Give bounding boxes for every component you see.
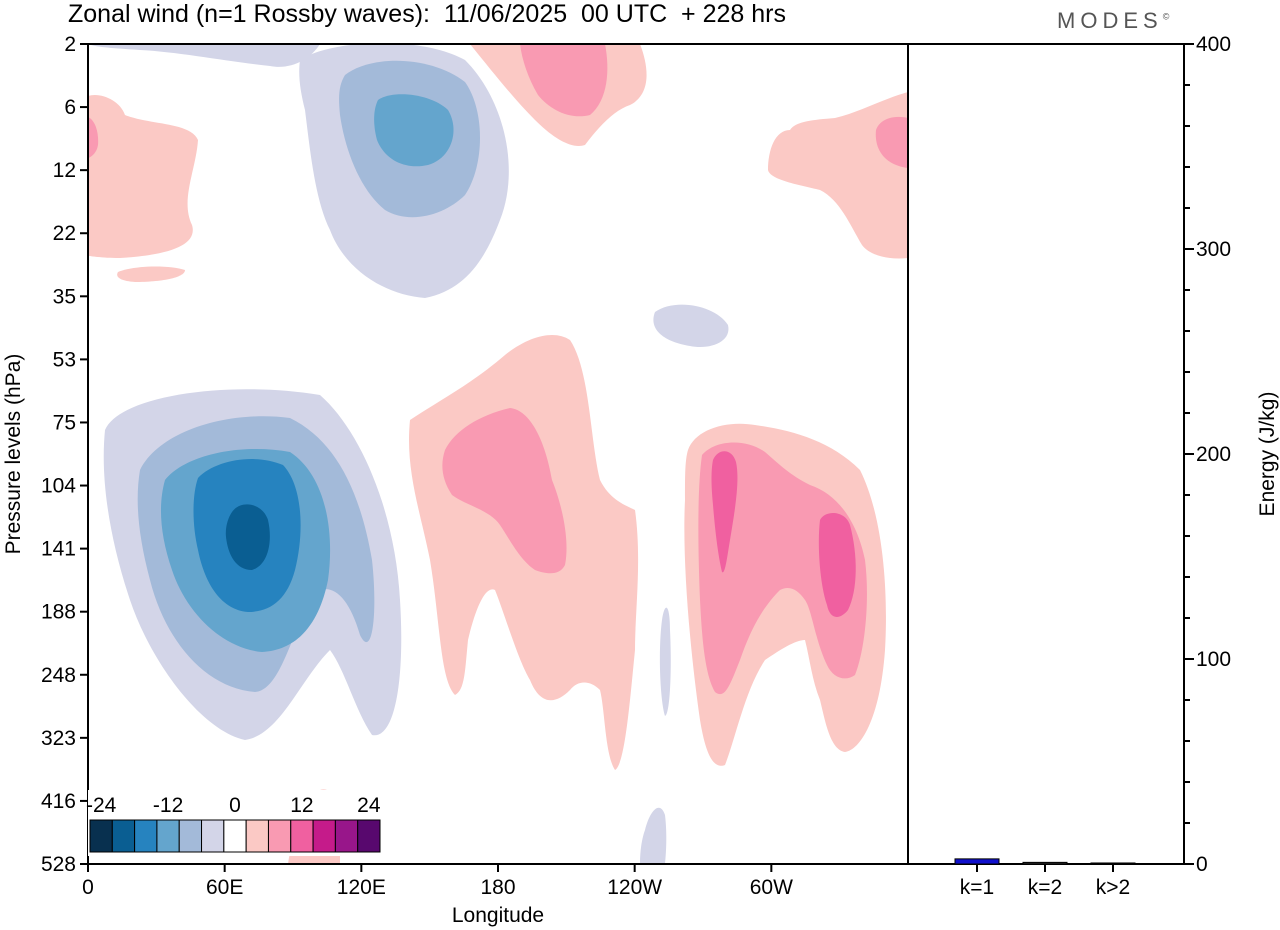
energy-tick-label: 200 [1196,443,1231,466]
energy-plot-frame [907,43,1185,865]
y-tick-label: 141 [41,538,76,561]
x-tick-label: 60E [206,876,243,899]
colorbar-swatch [223,819,247,853]
y-axis-title: Pressure levels (hPa) [2,354,25,555]
brand-logo: MODES© [1057,8,1169,34]
colorbar-swatch [156,819,180,853]
y-tick-label: 528 [41,853,76,876]
contour-pos-east-12a [711,451,738,573]
energy-tick-label: 300 [1196,238,1231,261]
x-tick-label: 120E [337,876,386,899]
colorbar-swatch [334,819,359,853]
y-tick-label: 188 [41,601,76,624]
chart-title: Zonal wind (n=1 Rossby waves): 11/06/202… [68,0,786,28]
y-tick-label: 22 [53,222,76,245]
y-axis-energy: 0 100 200 300 400 [1184,33,1231,876]
energy-tick-label: 0 [1196,853,1208,876]
colorbar-swatch [134,819,158,853]
contour-neg-lower-20 [225,504,270,570]
colorbar-swatch [201,819,225,853]
colorbar-label: 12 [290,794,313,817]
x-axis-title: Longitude [452,904,544,927]
energy-category-label: k=2 [1028,876,1062,899]
energy-axis-title: Energy (J/kg) [1256,392,1279,517]
colorbar-label: -24 [86,794,117,817]
colorbar-label: -12 [153,794,183,817]
x-tick-label: 60W [750,876,793,899]
y-tick-label: 35 [53,285,76,308]
x-tick-label: 0 [82,876,94,899]
contour-pos-mid-8 [442,408,567,574]
y-tick-label: 104 [41,475,76,498]
colorbar-label: 0 [229,794,241,817]
colorbar-swatch [267,819,292,853]
contour-pos-east-8 [698,442,867,695]
colorbar-swatch [290,819,314,853]
contour-neg-upper-12 [374,94,454,167]
energy-bar [1022,861,1068,865]
energy-category-label: k>2 [1096,876,1130,899]
colorbar-swatch [245,819,269,853]
x-axis-longitude: 0 60E 120E 180 120W 60W [82,864,793,899]
contour-pos-top-8 [520,44,608,117]
contour-neg-topband [88,44,320,67]
y-tick-label: 248 [41,664,76,687]
contour-neg-sliver-188 [659,607,671,716]
contour-pos-left-strip [117,266,185,282]
colorbar-swatch [312,819,336,853]
y-tick-label: 75 [53,411,76,434]
colorbar-legend: -24 -12 0 12 24 [86,790,382,856]
energy-bar [954,858,1000,865]
colorbar-swatch [111,819,136,853]
y-axis-pressure: 2 6 12 22 35 53 75 104 141 188 248 323 416 528 [41,33,88,876]
contour-pos-left-4 [88,94,198,258]
energy-tick-label: 100 [1196,648,1231,671]
contour-field [88,44,908,864]
colorbar-swatch [357,819,381,853]
energy-category-label: k=1 [960,876,994,899]
contour-neg-bottom [640,807,667,864]
y-tick-label: 2 [64,33,76,56]
contour-neg-blob-35 [653,304,729,348]
y-tick-label: 6 [64,96,76,119]
contour-pos-east-12b [818,513,856,617]
brand-name: MODES [1057,8,1163,33]
colorbar-swatch [89,819,113,853]
contour-pos-right-8 [875,116,908,168]
contour-pos-right-4 [768,92,908,259]
y-tick-label: 416 [41,790,76,813]
x-tick-label: 180 [480,876,515,899]
energy-bar [1090,862,1136,865]
energy-tick-label: 400 [1196,33,1231,56]
energy-bars: k=1 k=2 k>2 [954,858,1136,899]
x-tick-label: 120W [607,876,662,899]
contour-pos-left-8 [88,117,99,158]
brand-copyright-mark: © [1162,11,1170,22]
y-tick-label: 12 [53,159,76,182]
y-tick-label: 323 [41,727,76,750]
colorbar-swatch [178,819,203,853]
y-tick-label: 53 [53,348,76,371]
colorbar-label: 24 [357,794,381,817]
